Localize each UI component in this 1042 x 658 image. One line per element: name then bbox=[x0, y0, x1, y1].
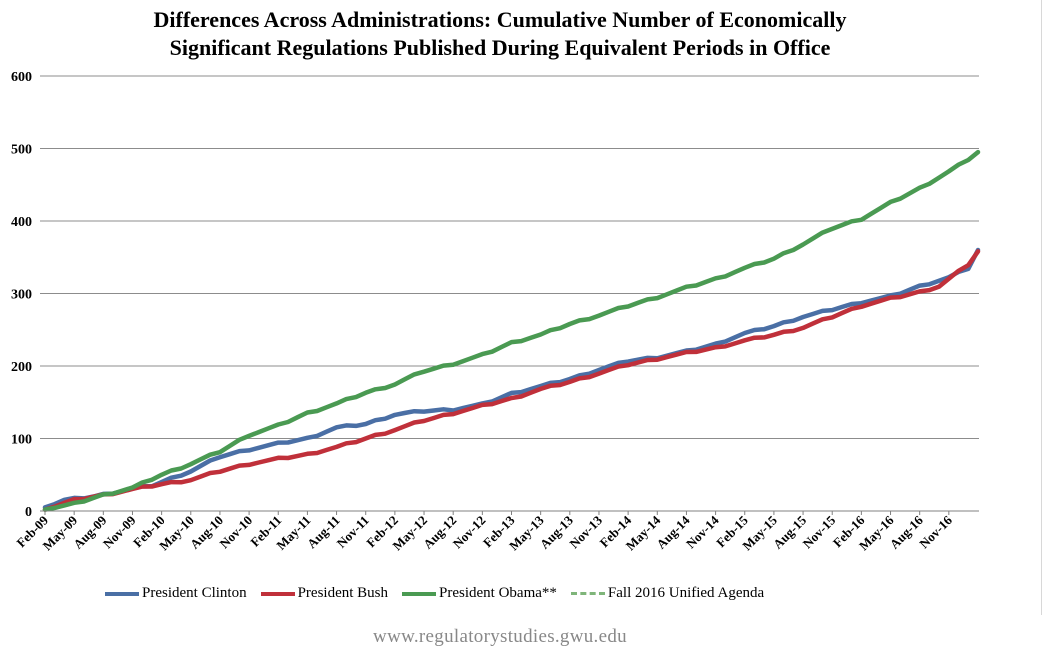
x-tick-label: Nov-15 bbox=[800, 512, 839, 551]
legend-swatch-unified-agenda bbox=[570, 592, 605, 595]
x-tick-label: Nov-14 bbox=[683, 512, 722, 551]
x-tick-label: Nov-11 bbox=[334, 513, 372, 551]
chart-title: Differences Across Administrations: Cumu… bbox=[0, 6, 1000, 62]
legend-item-obama: President Obama** bbox=[402, 585, 557, 602]
footer-url: www.regulatorystudies.gwu.edu bbox=[373, 626, 627, 647]
legend-label-obama: President Obama** bbox=[439, 585, 557, 601]
y-tick-label: 600 bbox=[11, 70, 32, 85]
chart-title-line-2: Significant Regulations Published During… bbox=[169, 35, 831, 60]
gridlines bbox=[40, 75, 979, 439]
y-tick-label: 100 bbox=[11, 433, 32, 448]
y-tick-label: 500 bbox=[11, 143, 32, 158]
x-tick-label: Nov-16 bbox=[916, 512, 955, 551]
x-tick-label: Nov-12 bbox=[450, 513, 489, 552]
x-axis-ticks: Feb-09May-09Aug-09Nov-09Feb-10May-10Aug-… bbox=[13, 511, 955, 553]
chart-frame: Differences Across Administrations: Cumu… bbox=[0, 0, 1042, 615]
y-tick-label: 0 bbox=[25, 505, 32, 520]
series-line-president-obama bbox=[42, 149, 981, 512]
y-axis-ticks: 0 100 200 300 400 500 600 bbox=[11, 70, 32, 520]
series-lines bbox=[42, 149, 981, 512]
y-tick-label: 200 bbox=[11, 360, 32, 375]
y-tick-label: 300 bbox=[11, 288, 32, 303]
x-tick-label: Nov-10 bbox=[217, 513, 256, 552]
x-tick-label: Nov-13 bbox=[566, 512, 605, 551]
legend-swatch-obama bbox=[402, 591, 437, 596]
legend-item-bush: President Bush bbox=[260, 585, 389, 602]
legend-label-bush: President Bush bbox=[297, 585, 389, 601]
legend-swatch-clinton bbox=[105, 591, 139, 596]
y-tick-label: 400 bbox=[11, 215, 32, 230]
x-tick-label: Aug-11 bbox=[304, 513, 343, 552]
legend-item-unified-agenda: Fall 2016 Unified Agenda bbox=[570, 585, 765, 602]
series-line-president-clinton bbox=[42, 247, 981, 510]
legend-item-clinton: President Clinton bbox=[105, 585, 247, 602]
chart-title-line-1: Differences Across Administrations: Cumu… bbox=[153, 7, 847, 32]
legend-label-unified-agenda: Fall 2016 Unified Agenda bbox=[607, 585, 765, 601]
legend-swatch-bush bbox=[260, 591, 295, 596]
line-chart: 0 100 200 300 400 500 600 Feb-09May-09Aug-09No… bbox=[11, 70, 981, 553]
legend: President Clinton President Bush Preside… bbox=[105, 585, 778, 602]
legend-label-clinton: President Clinton bbox=[142, 585, 247, 601]
x-tick-label: Nov-09 bbox=[100, 512, 139, 551]
series-line-president-bush bbox=[42, 249, 981, 512]
x-tick-label: Aug-10 bbox=[187, 513, 226, 552]
x-tick-label: Aug-12 bbox=[420, 513, 459, 552]
